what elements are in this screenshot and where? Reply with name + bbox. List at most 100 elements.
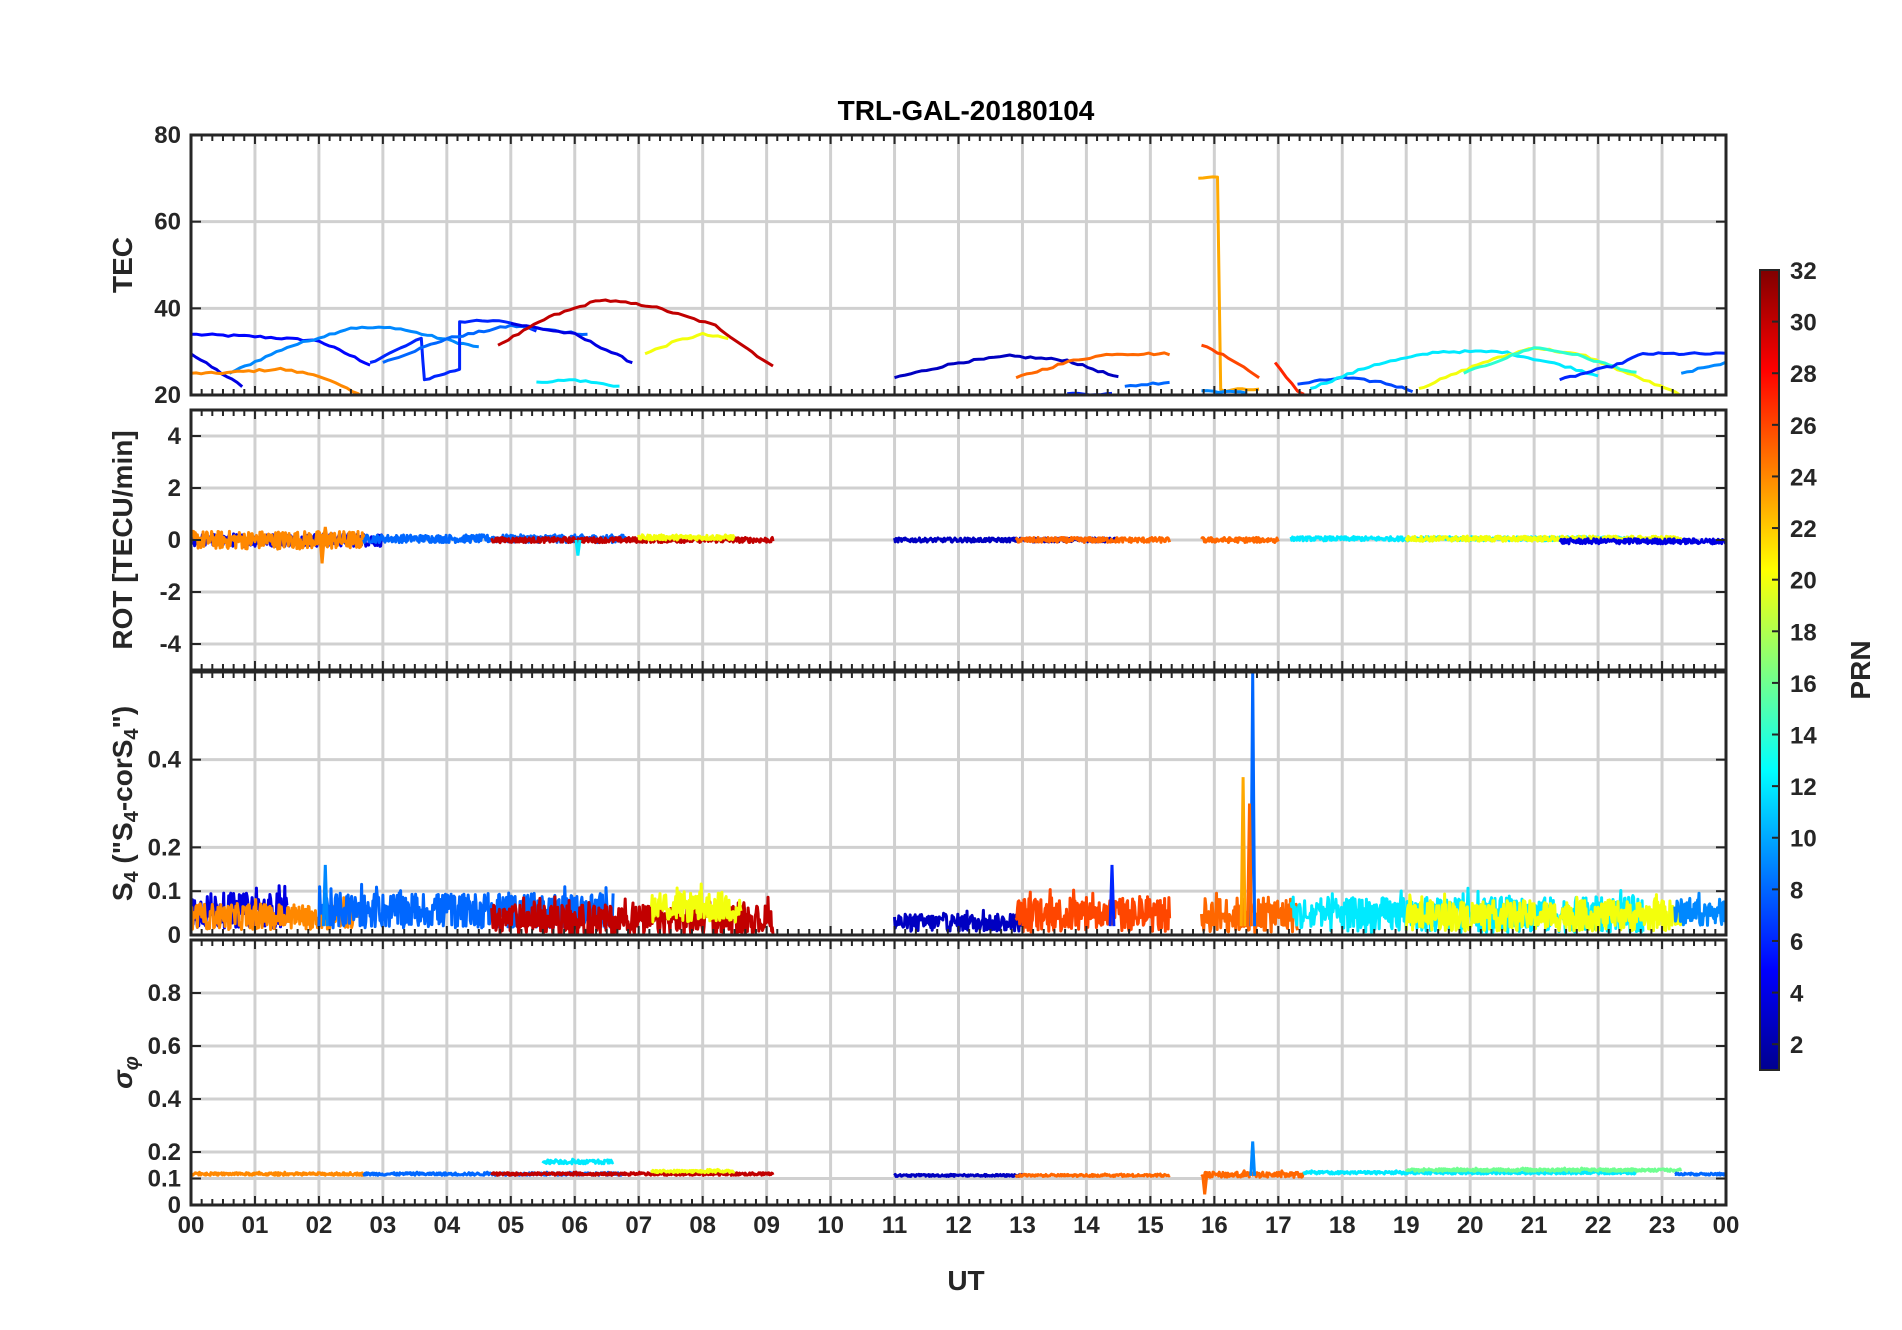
- series-line-prn-25: [1200, 1169, 1305, 1179]
- spike-prn-23: [1239, 777, 1247, 927]
- y-tick-label: 0.1: [148, 1166, 181, 1193]
- panel-frame: [189, 670, 1728, 937]
- series-line-prn-5: [191, 332, 371, 367]
- series-line-prn-26: [1014, 888, 1172, 934]
- x-tick-label: 06: [561, 1212, 588, 1239]
- series-group: [191, 526, 1726, 564]
- series-line-prn-16: [1404, 1166, 1683, 1173]
- series-line-prn-14: [1463, 346, 1637, 375]
- colorbar-tick-label: 16: [1790, 671, 1817, 698]
- x-tick-label: 17: [1265, 1212, 1292, 1239]
- y-tick-label: 80: [154, 122, 181, 149]
- series-line-prn-9: [1201, 389, 1247, 395]
- colorbar-tick-label: 28: [1790, 361, 1817, 388]
- x-tick-label: 08: [689, 1212, 716, 1239]
- y-tick-label: 0.2: [148, 1139, 181, 1166]
- x-tick-label: 05: [497, 1212, 524, 1239]
- series-line-prn-30: [490, 895, 775, 935]
- y-tick-label: 0.2: [148, 834, 181, 861]
- x-tick-label: 16: [1201, 1212, 1228, 1239]
- x-tick-label: 19: [1393, 1212, 1420, 1239]
- series-line-prn-9: [1680, 360, 1726, 375]
- colorbar-tick-label: 20: [1790, 568, 1817, 595]
- colorbar-tick-label: 14: [1790, 723, 1817, 750]
- x-tick-label: 15: [1137, 1212, 1164, 1239]
- y-axis-label-rot: ROT [TECU/min]: [107, 430, 138, 649]
- spike-prn-9: [1249, 1141, 1257, 1176]
- series-line-prn-20: [1404, 892, 1683, 933]
- y-tick-label: 0: [168, 527, 181, 554]
- series-group: [191, 1141, 1726, 1195]
- x-tick-label: 12: [945, 1212, 972, 1239]
- y-tick-label: 0.4: [148, 1086, 182, 1113]
- x-tick-label: 01: [242, 1212, 269, 1239]
- series-line-prn-25: [1015, 351, 1171, 380]
- colorbar-tick-label: 4: [1790, 981, 1804, 1008]
- series-line-prn-24: [191, 1170, 366, 1177]
- series-line-prn-30: [497, 298, 774, 368]
- colorbar-tick-label: 8: [1790, 877, 1803, 904]
- series-line-prn-9: [1673, 891, 1726, 927]
- x-tick-label: 07: [625, 1212, 652, 1239]
- panel-frame: [189, 938, 1728, 1207]
- y-tick-label: 4: [168, 423, 182, 450]
- colorbar-tick-label: 24: [1790, 464, 1817, 491]
- series-line-prn-24: [191, 366, 363, 395]
- colorbar-tick-label: 26: [1790, 413, 1817, 440]
- x-tick-label: 03: [370, 1212, 397, 1239]
- x-tick-label: 04: [433, 1212, 460, 1239]
- colorbar-tick-label: 22: [1790, 516, 1817, 543]
- spike-prn-24: [318, 539, 326, 564]
- y-tick-label: 0.6: [148, 1033, 181, 1060]
- series-line-prn-24: [191, 896, 366, 931]
- x-tick-label: 21: [1521, 1212, 1548, 1239]
- y-tick-label: 0.1: [148, 878, 181, 905]
- colorbar-tick-label: 12: [1790, 774, 1817, 801]
- panel-rot: -4 -2 0 2 4 ROT [TECU/min]: [107, 408, 1728, 672]
- series-line-prn-24: [191, 529, 366, 551]
- panel-tec: 20 40 60 80 TEC: [107, 122, 1728, 409]
- x-tick-label: 14: [1073, 1212, 1100, 1239]
- series-line-prn-20: [1418, 346, 1683, 395]
- colorbar-tick-label: 6: [1790, 929, 1803, 956]
- series-line-prn-20: [644, 331, 729, 356]
- y-tick-label: -2: [160, 579, 181, 606]
- panel-sigma: 00.10.2 0.4 0.6 0.8 σφ: [107, 938, 1728, 1219]
- spike-prn-12: [574, 539, 582, 556]
- spike-prn-24: [321, 526, 329, 541]
- series-line-prn-7: [1297, 375, 1414, 394]
- x-tick-label: 20: [1457, 1212, 1484, 1239]
- colorbar-label: PRN: [1845, 640, 1876, 699]
- series-group: [191, 175, 1726, 395]
- colorbar-tick-label: 18: [1790, 619, 1817, 646]
- y-tick-label: 0.4: [148, 747, 182, 774]
- spike-prn-25: [1246, 803, 1253, 927]
- x-tick-label: 09: [753, 1212, 780, 1239]
- colorbar-tick-label: 10: [1790, 826, 1817, 853]
- series-line-prn-3: [894, 353, 1119, 380]
- x-tick-label: 23: [1649, 1212, 1676, 1239]
- series-line-prn-30: [490, 1170, 775, 1177]
- series-line-prn-12: [536, 378, 620, 388]
- x-tick-label: 00: [178, 1212, 205, 1239]
- y-tick-label: -4: [160, 631, 182, 658]
- y-axis-label-sigma: σφ: [107, 1056, 143, 1089]
- series-line-prn-26: [1201, 343, 1260, 379]
- y-tick-label: 0: [168, 922, 181, 949]
- spike-prn-25: [1201, 1175, 1209, 1195]
- series-line-prn-12: [1309, 349, 1599, 390]
- colorbar-tick-label: 2: [1790, 1032, 1803, 1059]
- x-tick-label: 22: [1585, 1212, 1612, 1239]
- series-line-prn-20: [637, 533, 736, 542]
- colorbar-tick-label: 32: [1790, 258, 1817, 285]
- spike-prn-6: [1108, 864, 1116, 927]
- spike-prn-9: [321, 864, 329, 927]
- series-line-prn-4: [1558, 537, 1726, 546]
- series-line-prn-8: [1124, 380, 1170, 388]
- series-line-prn-8: [1674, 1171, 1726, 1177]
- y-tick-label: 0: [168, 1192, 181, 1219]
- x-tick-label: 11: [882, 1212, 907, 1239]
- series-line-prn-20: [650, 1167, 736, 1175]
